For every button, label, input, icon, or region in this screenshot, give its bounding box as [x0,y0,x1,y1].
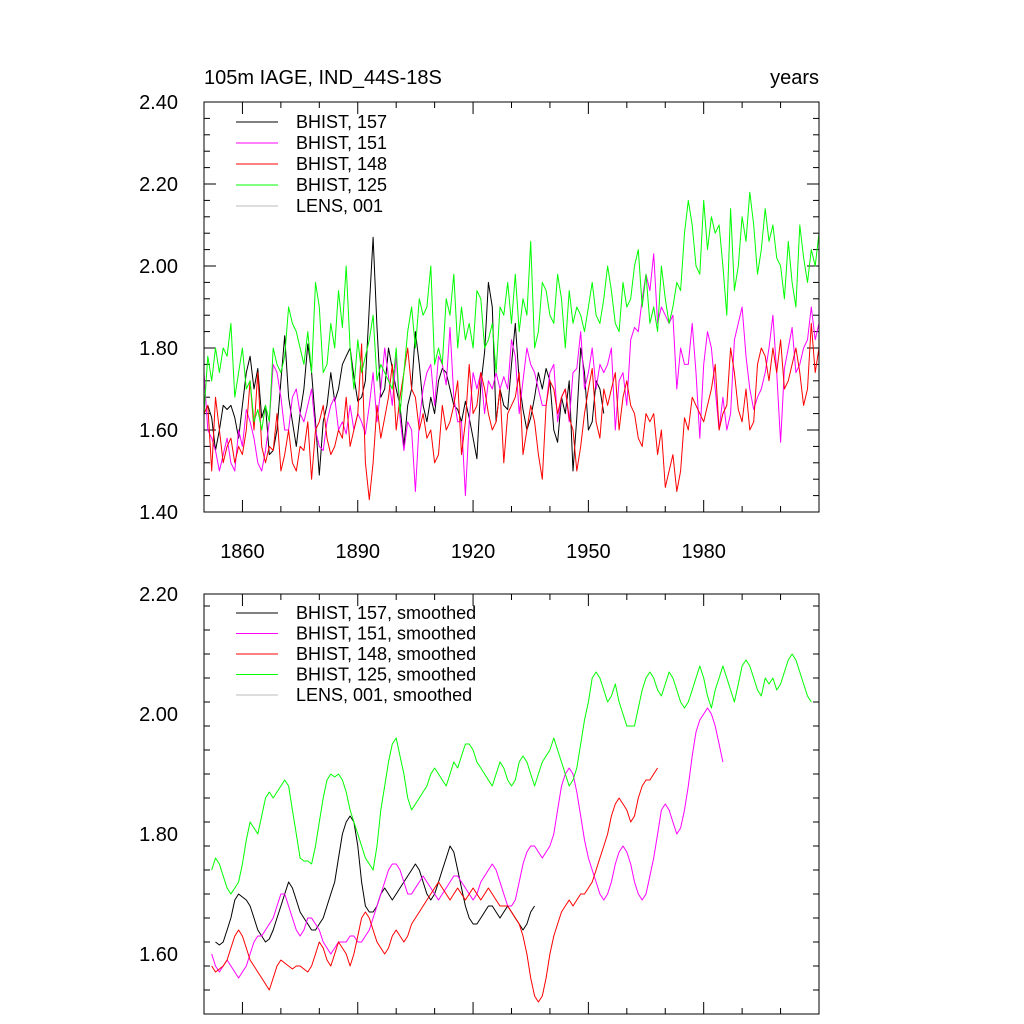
top-chart-xtick-label: 1980 [681,541,726,563]
bottom-chart-series [211,653,812,1003]
bottom-chart-legend-label-4: LENS, 001, smoothed [296,685,472,705]
top-chart-legend-label-4: LENS, 001 [296,196,383,216]
bottom-chart-series-0-line [215,815,536,946]
top-chart-legend-label-3: BHIST, 125 [296,175,387,195]
top-chart-xtick-label: 1860 [220,541,265,563]
top-chart-xtick-label: 1950 [566,541,611,563]
top-chart-xtick-label: 1890 [336,541,381,563]
top-chart-legend-label-0: BHIST, 157 [296,112,387,132]
top-chart-ytick-label: 1.80 [139,338,178,360]
bottom-chart-series-2-line [211,767,659,1003]
bottom-chart-legend-label-0: BHIST, 157, smoothed [296,603,476,623]
top-chart-series [204,191,819,501]
top-chart-ytick-label: 2.40 [139,92,178,114]
top-chart-xtick-label: 1920 [451,541,496,563]
top-chart-legend-label-2: BHIST, 148 [296,154,387,174]
top-chart: 105m IAGE, IND_44S-18S years 1.40 1.60 1.8… [139,67,820,563]
top-chart-ytick-label: 1.40 [139,502,178,524]
top-chart-series-3-line [204,191,819,431]
top-chart-title-right: years [770,67,819,89]
bottom-chart-legend-label-3: BHIST, 125, smoothed [296,665,476,685]
top-chart-frame [203,101,820,513]
bottom-chart-ticks: 1.60 1.80 2.00 2.20 [139,584,820,1015]
bottom-chart-series-1-line [211,707,724,979]
top-chart-ticks: 1.40 1.60 1.80 2.00 2.20 2.40 1860 1890 1920 1950… [139,92,820,563]
bottom-chart-ytick-label: 2.00 [139,704,178,726]
bottom-chart-ytick-label: 2.20 [139,584,178,606]
bottom-chart-legend-label-1: BHIST, 151, smoothed [296,624,476,644]
top-chart-legend-label-1: BHIST, 151 [296,133,387,153]
top-chart-ytick-label: 2.20 [139,174,178,196]
top-chart-series-1-line [204,253,819,497]
top-chart-ytick-label: 2.00 [139,256,178,278]
bottom-chart-frame [203,593,820,1015]
bottom-chart-legend-label-2: BHIST, 148, smoothed [296,644,476,664]
bottom-chart: 1.601.802.002.20 BHIST, 157, smoothedBHI… [139,584,820,1015]
bottom-chart-ytick-label: 1.60 [139,944,178,966]
bottom-chart-series-3-line [211,653,812,895]
top-chart-ytick-label: 1.60 [139,420,178,442]
bottom-chart-ytick-label: 1.80 [139,824,178,846]
top-chart-series-2-line [204,322,819,501]
top-chart-title: 105m IAGE, IND_44S-18S [204,67,442,89]
